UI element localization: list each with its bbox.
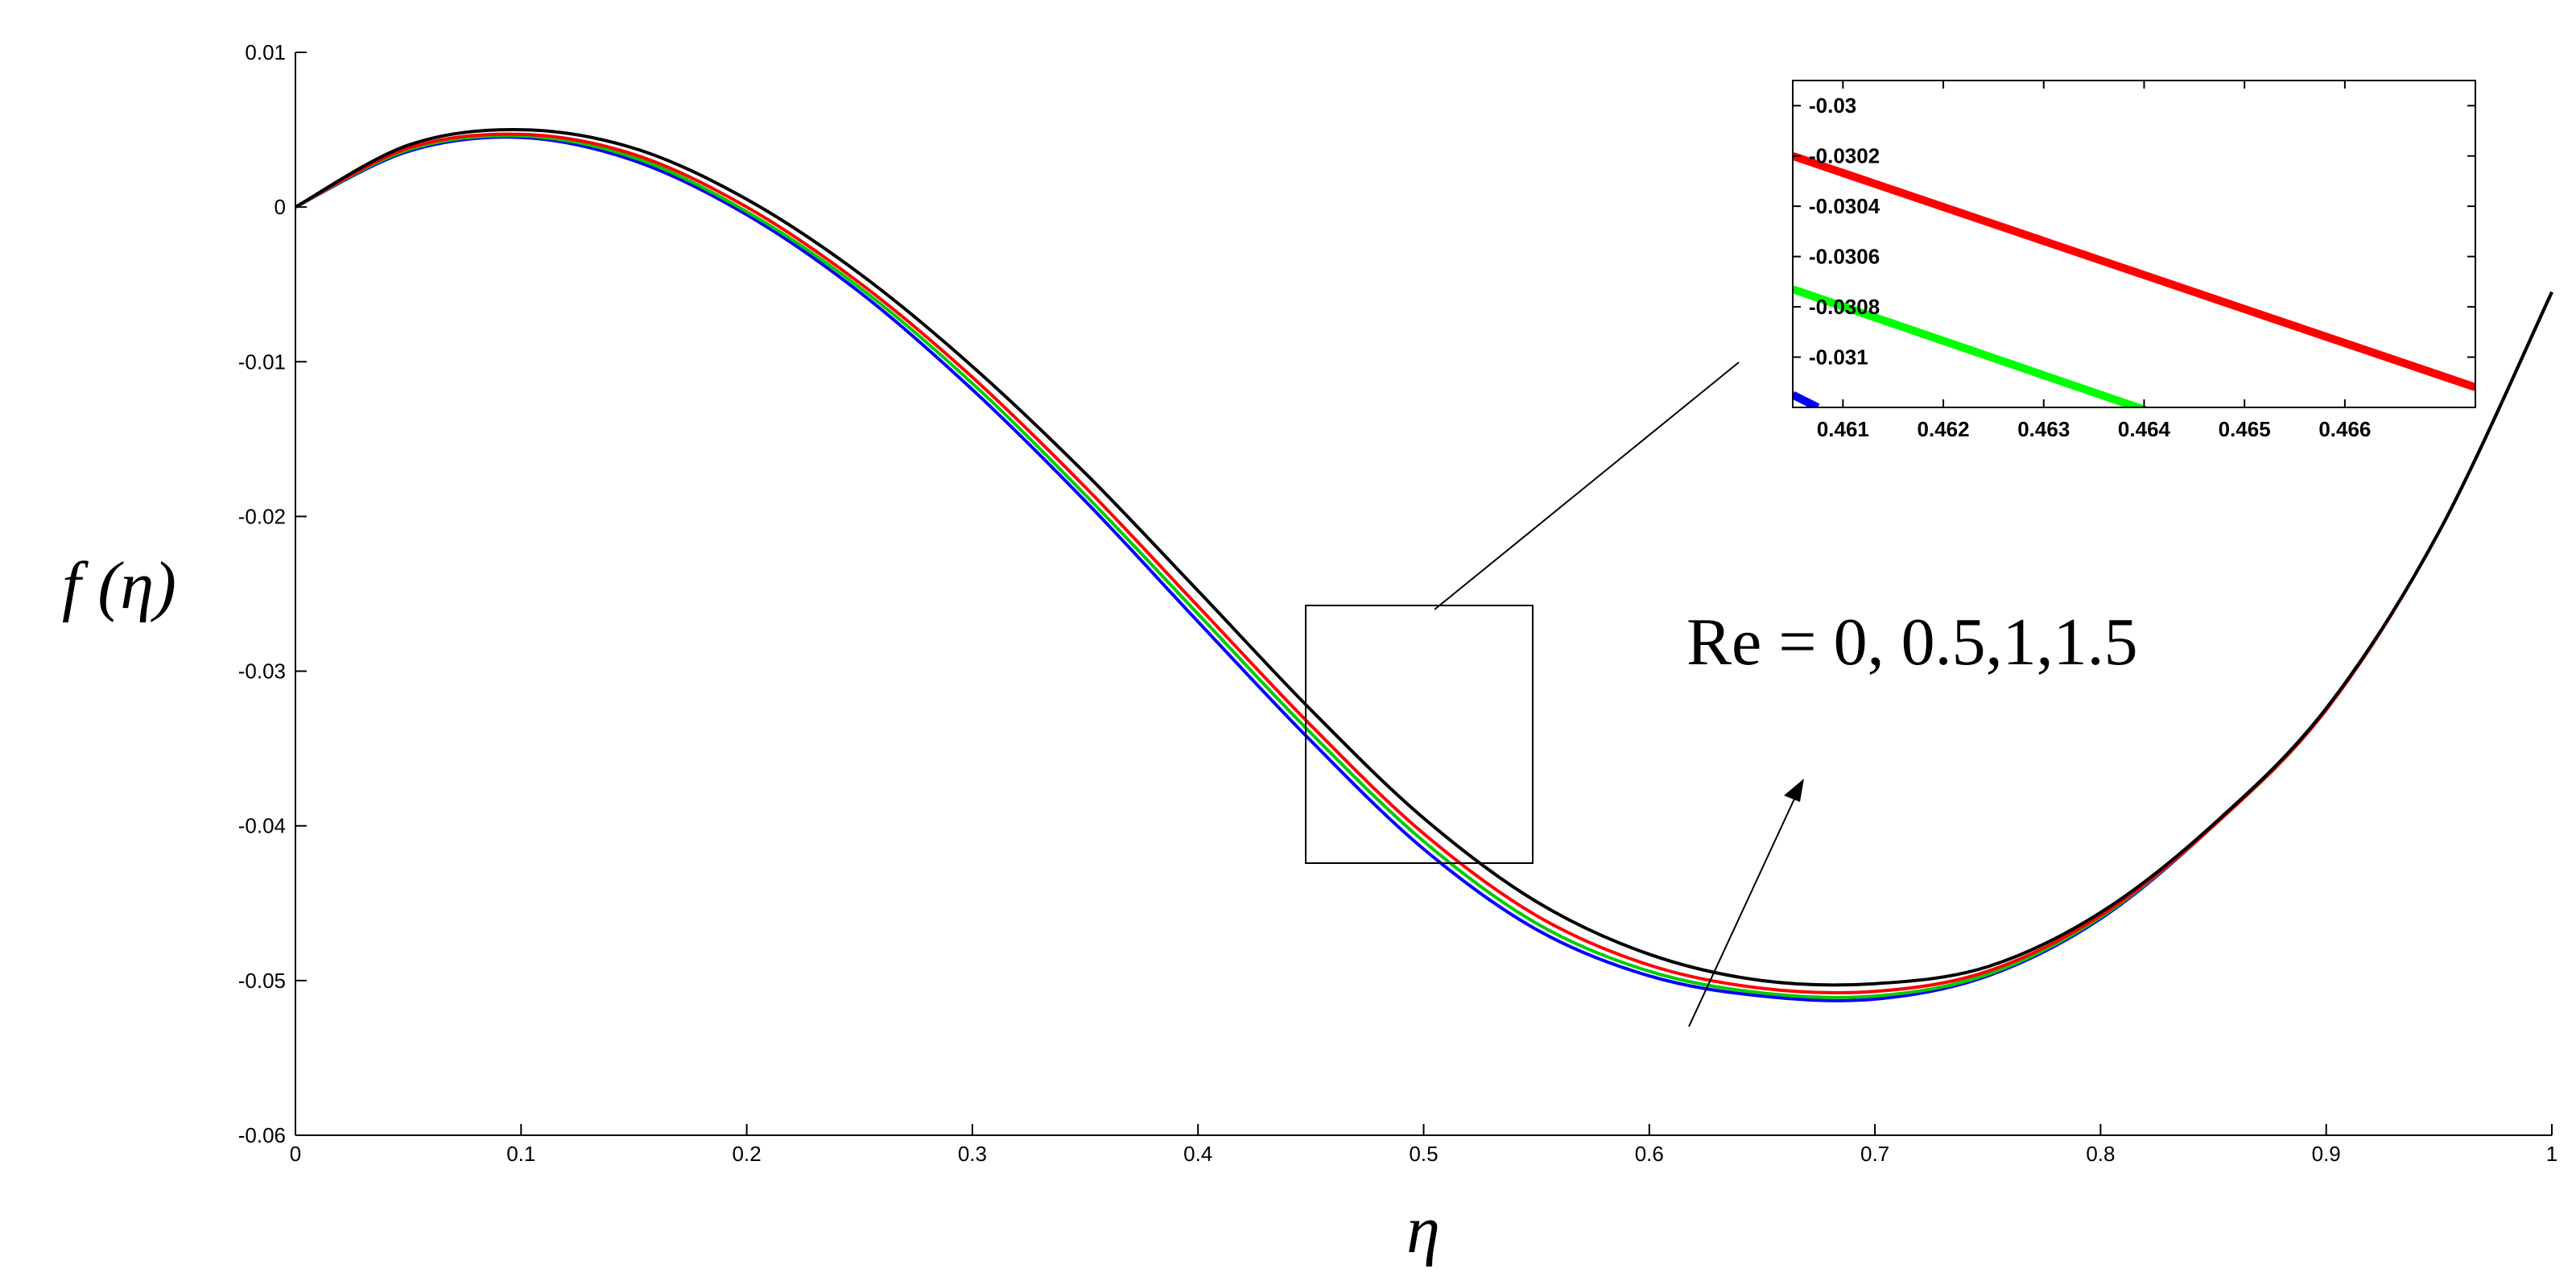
inset-x-tick-label: 0.462 <box>1918 417 1970 441</box>
main-y-tick-label: -0.01 <box>238 349 286 374</box>
zoom-region-box <box>1305 605 1534 864</box>
increase-arrow-head <box>1784 779 1804 802</box>
inset-background <box>1793 81 2475 407</box>
main-x-tick-label: 0.9 <box>2312 1142 2341 1166</box>
main-y-tick-label: 0 <box>275 195 286 219</box>
inset-chart: 0.461 0.462 0.463 0.464 0.465 0.466 -0.03-0.0… <box>1792 80 2476 441</box>
main-y-tick-label: -0.02 <box>238 504 286 528</box>
main-chart: 0 0.1 0.2 0.3 0.4 0.5 0.6 0.7 0.8 0.9 1 0.01 0 -0.01… <box>62 40 2557 1267</box>
inset-series-group <box>1793 151 2475 407</box>
inset-series-line-0 <box>1793 151 2475 391</box>
x-axis-title: η <box>1406 1192 1440 1267</box>
inset-x-tick-label: 0.464 <box>2118 417 2171 441</box>
zoom-connector-line <box>1434 362 1740 610</box>
main-y-ticks: 0.01 0 -0.01 -0.02 -0.03 -0.04 -0.05 -0.06 <box>238 40 307 1147</box>
main-x-tick-label: 0.5 <box>1409 1142 1438 1166</box>
inset-x-ticks: 0.461 0.462 0.463 0.464 0.465 0.466 <box>1817 81 2371 441</box>
main-x-tick-label: 0.3 <box>958 1142 987 1166</box>
inset-y-tick-label: -0.031 <box>1809 345 1868 370</box>
inset-frame <box>1792 80 2476 408</box>
main-x-tick-label: 0.4 <box>1183 1142 1212 1166</box>
inset-y-tick-label: -0.0304 <box>1809 194 1880 218</box>
inset-y-tick-label: -0.0306 <box>1809 245 1880 269</box>
inset-series-line-2 <box>1793 390 1820 407</box>
inset-y-ticks: -0.03 -0.0302 -0.0304 -0.0306 -0.0308 -0.031 <box>1793 93 2475 370</box>
main-x-tick-label: 0.7 <box>1860 1142 1889 1166</box>
main-series-group <box>295 128 2553 1002</box>
main-y-tick-label: -0.06 <box>238 1123 286 1147</box>
increase-arrow-line <box>1688 784 1802 1027</box>
main-y-tick-label: -0.05 <box>238 969 286 993</box>
main-x-tick-label: 0.1 <box>506 1142 535 1166</box>
inset-y-tick-label: -0.03 <box>1809 93 1856 118</box>
main-y-tick-label: 0.01 <box>245 40 286 64</box>
inset-y-tick-label: -0.0308 <box>1809 295 1880 319</box>
re-annotation: Re = 0, 0.5,1,1.5 <box>1686 605 2138 680</box>
inset-x-tick-label: 0.465 <box>2219 417 2271 441</box>
inset-series-line-1 <box>1793 285 2150 407</box>
inset-x-tick-label: 0.463 <box>2017 417 2070 441</box>
main-x-tick-label: 1 <box>2546 1142 2557 1166</box>
main-x-tick-label: 0.2 <box>733 1142 762 1166</box>
main-x-tick-label: 0.8 <box>2086 1142 2115 1166</box>
main-y-tick-label: -0.04 <box>238 814 286 838</box>
inset-y-tick-label: -0.0302 <box>1809 144 1880 168</box>
main-x-ticks: 0 0.1 0.2 0.3 0.4 0.5 0.6 0.7 0.8 0.9 1 <box>290 1124 2557 1166</box>
main-series-line-3 <box>295 128 2553 987</box>
y-axis-title: f (η) <box>62 548 176 623</box>
inset-x-tick-label: 0.466 <box>2318 417 2371 441</box>
main-x-tick-label: 0 <box>290 1142 301 1166</box>
inset-x-tick-label: 0.461 <box>1817 417 1869 441</box>
main-y-tick-label: -0.03 <box>238 659 286 684</box>
main-x-tick-label: 0.6 <box>1635 1142 1664 1166</box>
